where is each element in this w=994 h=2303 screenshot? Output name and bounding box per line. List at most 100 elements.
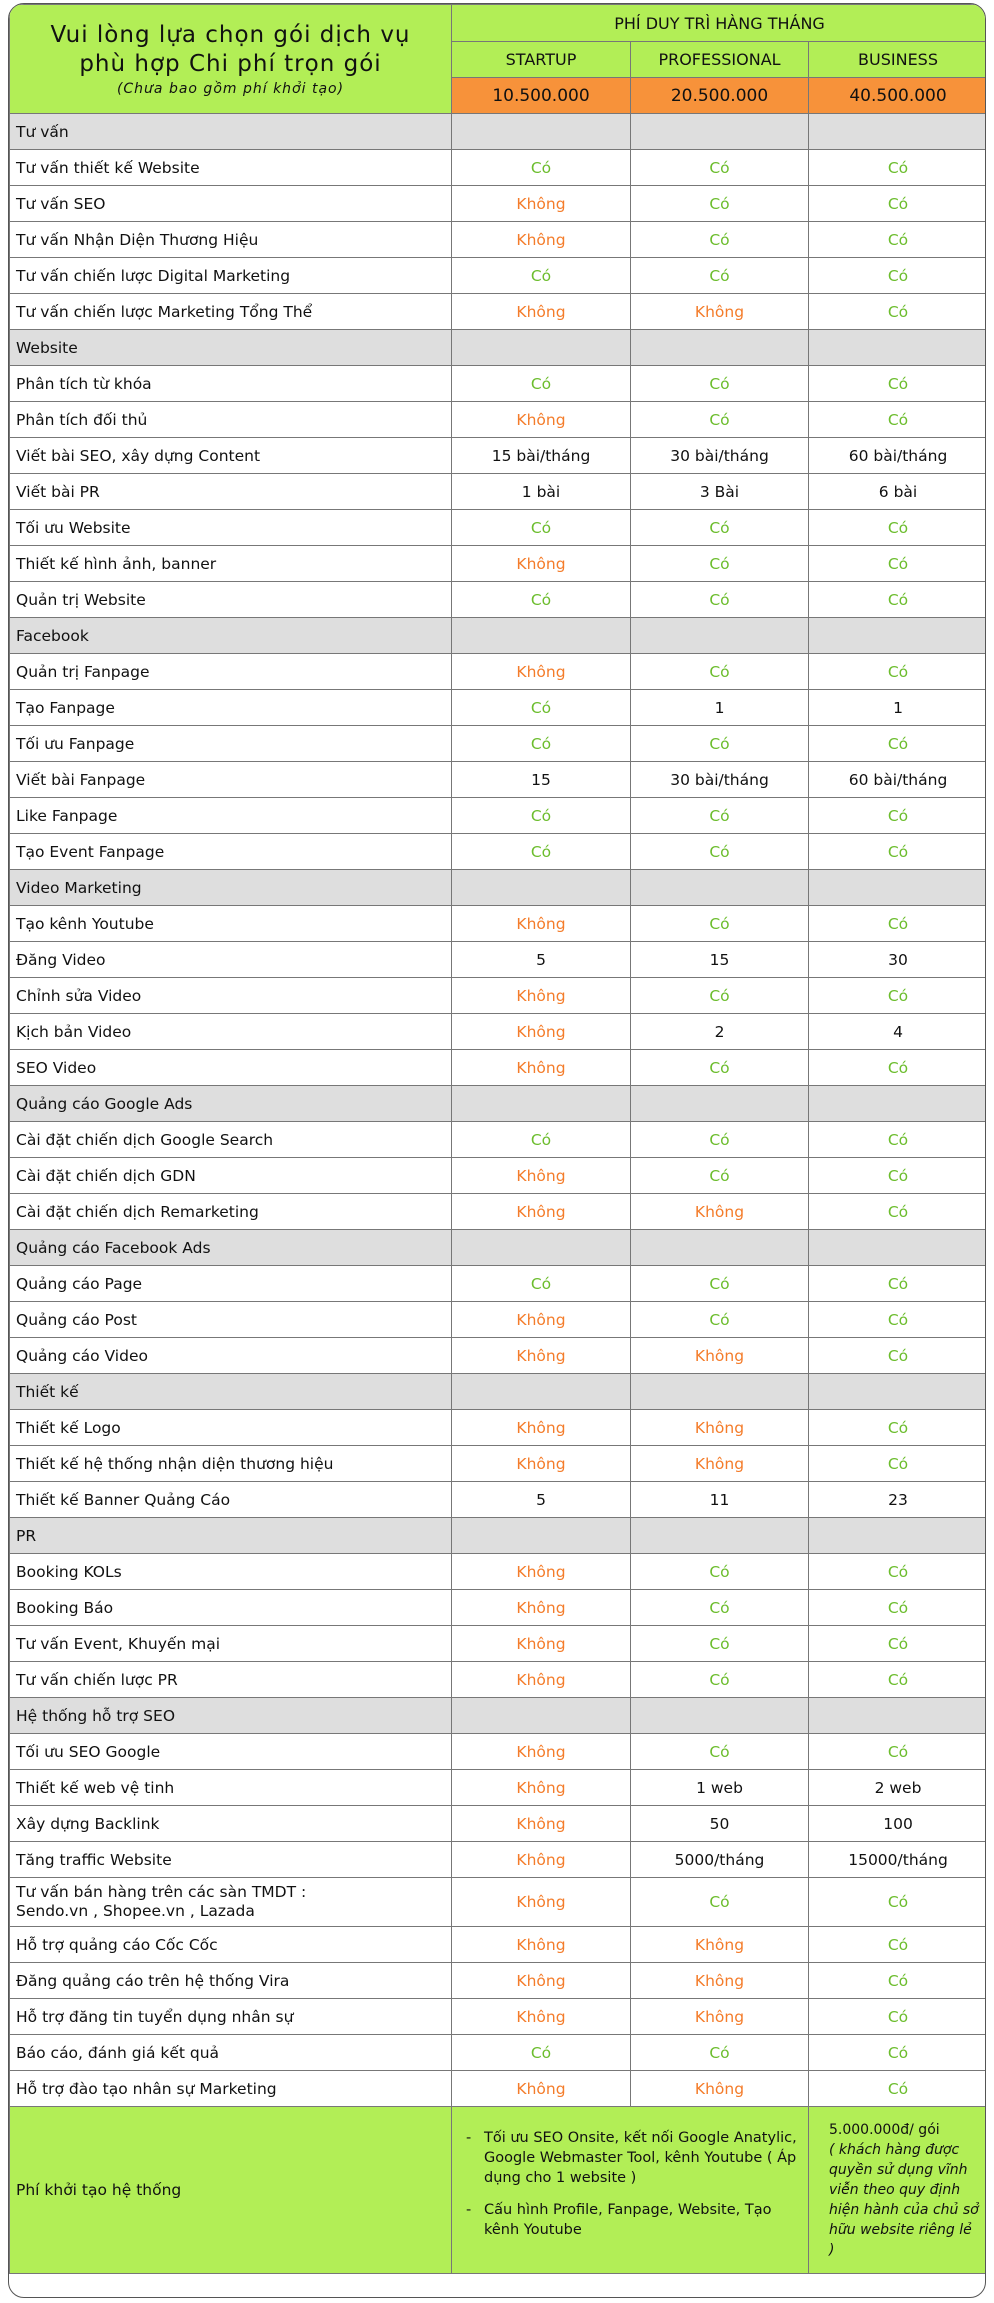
feature-label: Cài đặt chiến dịch GDN [9,1157,452,1194]
table-row: Phân tích đối thủ Không Có Có [9,401,985,438]
plan-value-cell: Không [451,1877,631,1927]
section-title: Video Marketing [9,869,452,906]
section-row: Video Marketing [9,869,985,906]
plan-value-cell: Có [630,149,809,186]
plan-value-cell: Có [807,257,985,294]
plan-value-cell: Không [630,1337,809,1374]
table-row: Kịch bản Video Không 2 4 [9,1013,985,1050]
feature-label: Like Fanpage [9,797,452,834]
plan-value-cell: Có [807,1625,985,1662]
feature-label: Tối ưu Fanpage [9,725,452,762]
plan-value-cell: Có [451,149,631,186]
plan-value-cell: 2 [630,1013,809,1050]
table-row: Hỗ trợ quảng cáo Cốc Cốc Không Không Có [9,1926,985,1963]
plan-value-cell: Có [807,653,985,690]
table-row: Like Fanpage Có Có Có [9,797,985,834]
plan-value-cell: Có [630,797,809,834]
plan-value-cell: Không [451,545,631,582]
feature-label: Chỉnh sửa Video [9,977,452,1014]
feature-label: Tư vấn SEO [9,185,452,222]
plan-value-cell: Không [451,401,631,438]
plan-value-cell: Có [807,833,985,870]
section-empty-cell [451,113,631,150]
section-row: Tư vấn [9,113,985,150]
plan-value-cell: 5 [451,941,631,978]
plan-value-cell: 1 bài [451,473,631,510]
setup-fee-item: Cấu hình Profile, Fanpage, Website, Tạo … [466,2200,802,2240]
plan-value-cell: Có [807,1409,985,1446]
table-row: Thiết kế web vệ tinh Không 1 web 2 web [9,1769,985,1806]
section-empty-cell [451,617,631,654]
header-title-line2: phù hợp Chi phí trọn gói [79,51,382,77]
feature-label: Tư vấn Nhận Diện Thương Hiệu [9,221,452,258]
feature-label: Tư vấn chiến lược Marketing Tổng Thể [9,293,452,330]
plan-business-header: BUSINESS [807,41,985,78]
plan-value-cell: Không [451,1625,631,1662]
plan-value-cell: Không [630,293,809,330]
header-subtitle: (Chưa bao gồm phí khởi tạo) [116,81,345,97]
plan-value-cell: Không [451,1049,631,1086]
section-empty-cell [451,869,631,906]
plan-value-cell: Có [807,977,985,1014]
setup-fee-list: Tối ưu SEO Onsite, kết nối Google Anatyl… [452,2128,808,2240]
section-title: Hệ thống hỗ trợ SEO [9,1697,452,1734]
feature-label: Thiết kế Banner Quảng Cáo [9,1481,452,1518]
feature-label: Đăng Video [9,941,452,978]
table-row: Quảng cáo Post Không Có Có [9,1301,985,1338]
feature-label: Tạo Event Fanpage [9,833,452,870]
plan-value-cell: 30 bài/tháng [630,761,809,798]
feature-label: Thiết kế web vệ tinh [9,1769,452,1806]
plan-value-cell: 30 [807,941,985,978]
table-row: Quảng cáo Video Không Không Có [9,1337,985,1374]
plan-value-cell: Có [630,1301,809,1338]
plan-value-cell: Có [451,581,631,618]
plan-value-cell: Không [451,1409,631,1446]
section-empty-cell [807,1517,985,1554]
plan-value-cell: Không [451,1301,631,1338]
table-row: Quản trị Website Có Có Có [9,581,985,618]
plan-value-cell: Có [807,1733,985,1770]
section-empty-cell [807,1373,985,1410]
feature-label: Báo cáo, đánh giá kết quả [9,2034,452,2071]
plan-value-cell: 3 Bài [630,473,809,510]
plan-value-cell: Có [807,401,985,438]
plan-value-cell: Có [807,1157,985,1194]
plan-value-cell: 15000/tháng [807,1841,985,1878]
feature-label: Viết bài SEO, xây dựng Content [9,437,452,474]
section-empty-cell [807,1697,985,1734]
feature-label: Cài đặt chiến dịch Remarketing [9,1193,452,1230]
section-empty-cell [451,1229,631,1266]
plan-value-cell: 15 [451,761,631,798]
plan-value-cell: Có [807,1445,985,1482]
feature-label: Thiết kế hình ảnh, banner [9,545,452,582]
plan-value-cell: Không [451,1805,631,1842]
feature-label: Cài đặt chiến dịch Google Search [9,1121,452,1158]
plan-value-cell: Không [630,2070,809,2107]
pricing-table: Vui lòng lựa chọn gói dịch vụ phù hợp Ch… [9,4,985,2274]
setup-fee-item: Tối ưu SEO Onsite, kết nối Google Anatyl… [466,2128,802,2188]
section-row: Facebook [9,617,985,654]
plan-value-cell: Không [451,1769,631,1806]
price-startup: 10.500.000 [451,77,631,114]
plan-value-cell: Không [451,2070,631,2107]
section-empty-cell [630,113,809,150]
section-empty-cell [630,329,809,366]
plan-value-cell: 15 [630,941,809,978]
plan-value-cell: Có [630,1265,809,1302]
table-row: Đăng quảng cáo trên hệ thống Vira Không Kh… [9,1962,985,1999]
plan-value-cell: Không [451,1589,631,1626]
plan-value-cell: Có [451,365,631,402]
plan-value-cell: 1 web [630,1769,809,1806]
feature-label: Tư vấn bán hàng trên các sàn TMDT : Send… [9,1877,452,1927]
section-empty-cell [807,1229,985,1266]
feature-label: Thiết kế hệ thống nhận diện thương hiệu [9,1445,452,1482]
plan-value-cell: Có [630,1121,809,1158]
plan-value-cell: 60 bài/tháng [807,761,985,798]
plan-value-cell: Có [630,257,809,294]
plan-value-cell: Có [630,1625,809,1662]
table-row: Tạo Fanpage Có 1 1 [9,689,985,726]
plan-value-cell: Có [630,725,809,762]
feature-label: Tối ưu SEO Google [9,1733,452,1770]
plan-value-cell: Có [630,1733,809,1770]
plan-value-cell: Có [807,1962,985,1999]
